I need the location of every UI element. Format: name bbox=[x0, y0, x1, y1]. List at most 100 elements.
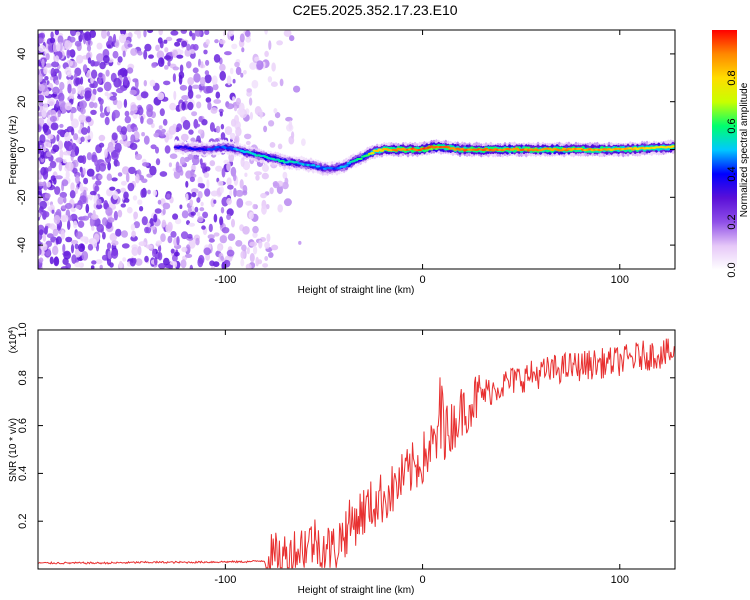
spectrogram-noise-cell bbox=[49, 37, 56, 44]
spectrogram-noise-cell bbox=[111, 240, 119, 246]
chart-title: C2E5.2025.352.17.23.E10 bbox=[292, 2, 458, 18]
x-tick-label: -100 bbox=[214, 574, 236, 586]
spectrogram-noise-cell bbox=[163, 39, 168, 44]
spectrogram-noise-cell bbox=[173, 251, 180, 257]
spectrogram-ridge-cell bbox=[370, 152, 375, 155]
spectrogram-noise-cell bbox=[92, 88, 97, 96]
spectrogram-noise-cell bbox=[231, 218, 235, 228]
spectrogram-noise-cell bbox=[86, 152, 92, 161]
y-tick-label: 0.2 bbox=[17, 514, 29, 529]
spectrogram-noise-cell bbox=[107, 250, 111, 260]
snr-y-ticks: 0.2 0.4 0.6 0.8 1.0 bbox=[17, 322, 675, 529]
spectrogram-noise-cell bbox=[261, 172, 269, 180]
spectrogram-noise-cell bbox=[185, 253, 193, 258]
spectrogram-noise-cell bbox=[179, 49, 184, 55]
spectrogram-noise-cell bbox=[197, 129, 204, 135]
spectrogram-noise-cell bbox=[235, 189, 244, 197]
colorbar-tick-label: 0.4 bbox=[726, 166, 738, 181]
spectrogram-noise-cell bbox=[47, 165, 52, 172]
spectrogram-noise-cell bbox=[187, 77, 195, 86]
spectrogram-noise-cell bbox=[193, 73, 201, 83]
spectrogram-noise-cell bbox=[90, 109, 97, 115]
spectrogram-noise-cell bbox=[102, 74, 106, 83]
spectrogram-noise-cell bbox=[57, 196, 64, 205]
spectrogram-noise-cell bbox=[173, 90, 177, 101]
colorbar-ticks: 0.0 0.2 0.4 0.6 0.8 bbox=[726, 70, 738, 277]
spectrogram-noise-cell bbox=[107, 217, 115, 223]
spectrogram-noise-cell bbox=[200, 61, 204, 69]
spectrogram-noise-cell bbox=[185, 244, 191, 255]
spectrogram-noise-cell bbox=[194, 30, 202, 37]
snr-frame bbox=[37, 329, 676, 570]
spectrogram-noise-cell bbox=[81, 251, 89, 261]
spectrogram-noise-cell bbox=[122, 257, 127, 262]
spectrogram-noise-cell bbox=[174, 218, 182, 225]
spectrogram-noise-cell bbox=[81, 127, 88, 135]
spectrogram-noise-cell bbox=[50, 175, 56, 181]
spectrogram-noise-cell bbox=[38, 101, 44, 107]
spectrogram-noise-cell bbox=[47, 133, 54, 140]
spectrogram-noise-cell bbox=[151, 62, 157, 68]
spectrogram-noise-cell bbox=[209, 122, 215, 132]
x-tick-label: 100 bbox=[611, 274, 629, 286]
spectrogram-noise-cell bbox=[111, 132, 118, 141]
spectrogram-noise-cell bbox=[49, 256, 54, 265]
spectrogram-noise-cell bbox=[116, 125, 123, 133]
spectrogram-noise-cell bbox=[89, 219, 94, 226]
spectrogram-noise-cell bbox=[135, 258, 143, 266]
spectrogram-noise-cell bbox=[301, 138, 306, 146]
spectrogram-noise-cell bbox=[129, 142, 138, 150]
spectrogram-noise-cell bbox=[86, 168, 95, 177]
spectrogram-noise-cell bbox=[273, 108, 278, 114]
spectrogram-noise-cell bbox=[74, 187, 79, 195]
spectrogram-noise-cell bbox=[102, 55, 110, 64]
spectrogram-noise-cell bbox=[78, 243, 86, 253]
spectrogram-noise-cell bbox=[101, 30, 107, 39]
spectrogram-noise-cell bbox=[50, 67, 56, 78]
spectrogram-noise-cell bbox=[188, 238, 196, 249]
spectrogram-x-ticks: -100 0 100 bbox=[214, 30, 629, 286]
x-tick-label: 0 bbox=[420, 574, 426, 586]
spectrogram-noise-cell bbox=[137, 50, 143, 56]
spectrogram-noise-cell bbox=[186, 43, 191, 51]
spectrogram-noise-cell bbox=[218, 108, 224, 113]
spectrogram-noise-cell bbox=[194, 206, 199, 213]
spectrogram-noise-cell bbox=[259, 109, 263, 119]
spectrogram-noise-cell bbox=[179, 84, 188, 91]
spectrogram-panel: -100 0 100 -40 -20 0 20 40 Height of straight … bbox=[8, 29, 676, 296]
spectrogram-noise-cell bbox=[191, 155, 200, 166]
spectrogram-noise-cell bbox=[272, 182, 280, 189]
spectrogram-noise-cell bbox=[144, 226, 149, 234]
spectrogram-noise-cell bbox=[166, 193, 171, 199]
spectrogram-noise-cell bbox=[64, 40, 72, 50]
spectrogram-noise-cell bbox=[165, 36, 173, 42]
spectrogram-noise-cell bbox=[189, 49, 196, 54]
spectrogram-noise-cell bbox=[215, 165, 223, 172]
spectrogram-noise-cell bbox=[74, 243, 79, 250]
spectrogram-noise-cell bbox=[91, 69, 98, 79]
spectrogram-noise-cell bbox=[69, 92, 74, 100]
snr-x-ticks: -100 0 100 bbox=[214, 330, 629, 586]
spectrogram-noise-cell bbox=[220, 206, 225, 214]
spectrogram-noise-cell bbox=[39, 200, 47, 210]
spectrogram-noise-cell bbox=[264, 256, 269, 261]
spectrogram-noise-cell bbox=[91, 175, 96, 180]
spectrogram-noise-cell bbox=[245, 140, 251, 146]
spectrogram-noise-cell bbox=[44, 225, 49, 231]
y-tick-label: 0 bbox=[16, 146, 28, 152]
spectrogram-noise-cell bbox=[47, 142, 52, 148]
spectrogram-noise-cell bbox=[99, 103, 103, 113]
spectrogram-noise-cell bbox=[192, 67, 199, 74]
spectrogram-noise-cell bbox=[38, 229, 44, 236]
spectrogram-ridge-cell bbox=[211, 148, 217, 151]
spectrogram-noise-cell bbox=[64, 67, 72, 76]
spectrogram-noise-cell bbox=[124, 115, 131, 124]
spectrogram-noise-cell bbox=[58, 92, 65, 103]
spectrogram-noise-cell bbox=[101, 254, 109, 261]
spectrogram-noise-cell bbox=[150, 225, 156, 230]
spectrogram-noise-cell bbox=[162, 118, 168, 126]
spectrogram-noise-cell bbox=[56, 42, 61, 52]
spectrogram-noise-cell bbox=[268, 252, 274, 258]
spectrogram-noise-cell bbox=[61, 215, 67, 223]
spectrogram-noise-cell bbox=[121, 243, 130, 249]
